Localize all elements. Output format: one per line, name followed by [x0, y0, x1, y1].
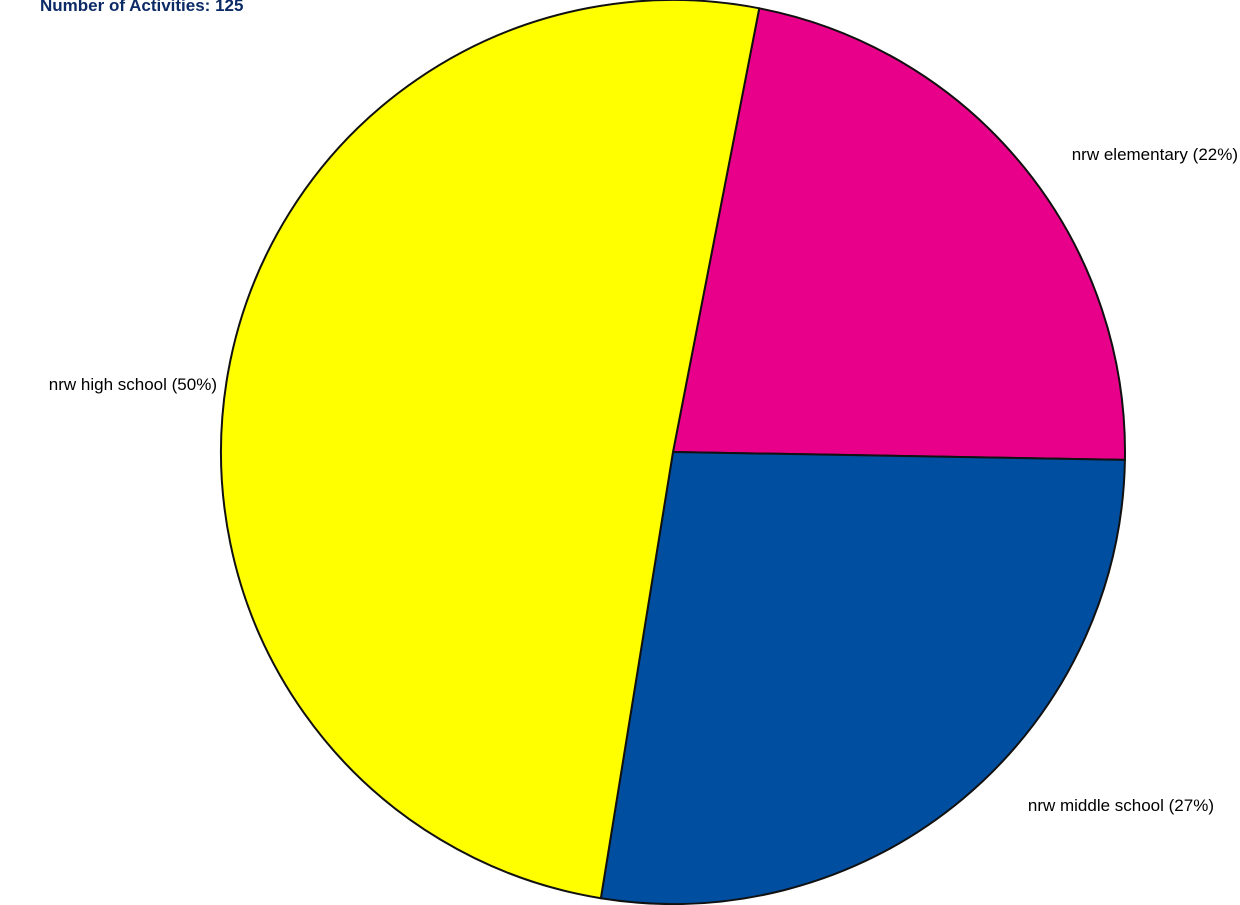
slice-label-nrw-elementary: nrw elementary (22%) [1072, 145, 1238, 164]
pie-slice-nrw-elementary [671, 7, 1126, 461]
pie-labels: nrw elementary (22%) nrw middle school (2… [49, 145, 1238, 815]
activity-count: Number of Activities: 125 [40, 0, 243, 16]
slice-label-nrw-high-school: nrw high school (50%) [49, 375, 217, 394]
pie-slices [219, 0, 1126, 905]
pie-slice-nrw-middle-school [599, 450, 1126, 905]
activity-count-value: 125 [215, 0, 244, 15]
slice-label-nrw-middle-school: nrw middle school (27%) [1028, 796, 1214, 815]
pie-slice-nrw-high-school [219, 0, 761, 900]
activity-count-label: Number of Activities: [40, 0, 211, 15]
